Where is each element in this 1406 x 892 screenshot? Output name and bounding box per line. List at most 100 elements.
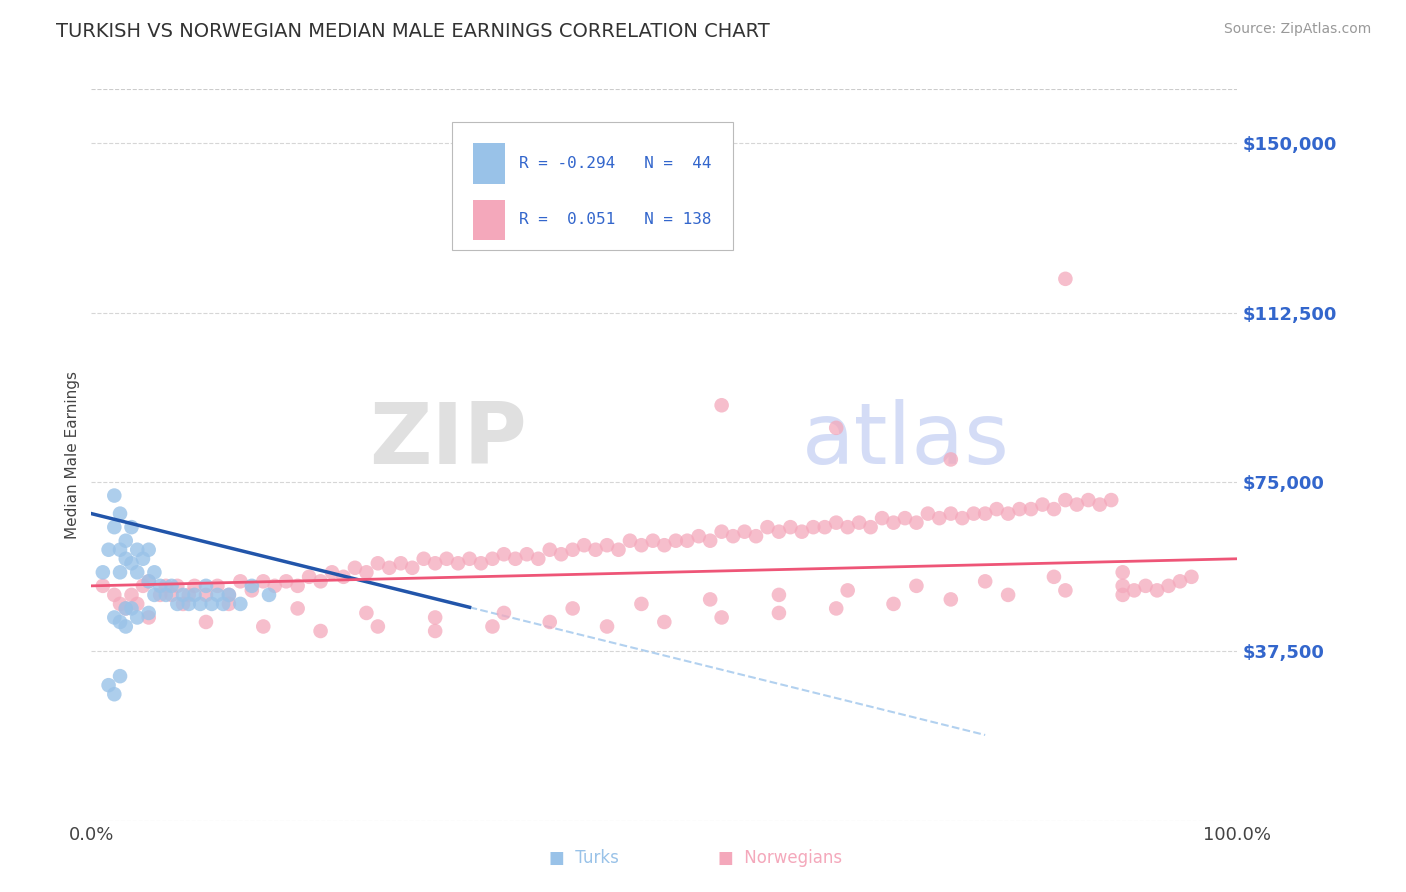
Point [848,516,870,530]
Point [1135,579,1157,593]
Point [447,556,470,570]
Point [630,597,652,611]
Point [149,588,172,602]
Text: ZIP: ZIP [370,399,527,482]
Point [963,507,986,521]
Point [814,520,837,534]
Point [127,542,149,557]
Point [905,516,928,530]
Point [188,597,211,611]
Point [207,588,229,602]
Point [939,452,962,467]
Point [756,520,779,534]
Point [917,507,939,521]
Point [1168,574,1191,589]
Point [240,579,263,593]
Point [97,678,120,692]
Point [745,529,768,543]
Point [481,551,503,566]
Point [166,579,188,593]
Point [710,524,733,539]
Point [1088,498,1111,512]
Point [121,588,143,602]
Point [837,520,859,534]
Point [641,533,664,548]
Text: Source: ZipAtlas.com: Source: ZipAtlas.com [1223,22,1371,37]
Point [194,588,217,602]
Point [108,542,131,557]
Point [986,502,1008,516]
Point [1054,272,1077,286]
Point [103,588,125,602]
Point [652,538,675,552]
Text: atlas: atlas [801,399,1010,482]
Point [201,597,224,611]
Point [1066,498,1088,512]
Point [356,606,378,620]
Point [114,601,136,615]
Point [492,606,515,620]
Point [276,574,298,589]
Point [155,588,177,602]
Point [287,601,309,615]
Point [218,597,240,611]
Point [768,588,790,602]
Point [894,511,917,525]
Point [149,579,172,593]
Text: R =  0.051   N = 138: R = 0.051 N = 138 [519,212,711,227]
Text: ■  Turks: ■ Turks [548,849,619,867]
Point [252,619,274,633]
Point [561,542,583,557]
Point [596,538,619,552]
Point [321,566,343,580]
Point [527,551,550,566]
Point [177,597,200,611]
Point [287,579,309,593]
Point [882,597,904,611]
Point [103,489,125,503]
Point [882,516,904,530]
Point [309,574,332,589]
Point [172,597,194,611]
Point [458,551,481,566]
Point [516,547,538,561]
Point [1157,579,1180,593]
Point [905,579,928,593]
Point [229,597,252,611]
Point [665,533,688,548]
Point [263,579,285,593]
Point [928,511,950,525]
Point [114,551,136,566]
Point [103,687,125,701]
Point [194,579,217,593]
Point [1111,566,1133,580]
Point [103,520,125,534]
Point [138,574,160,589]
Text: R = -0.294   N =  44: R = -0.294 N = 44 [519,156,711,171]
Point [859,520,882,534]
Point [91,579,114,593]
Point [423,556,446,570]
Point [1077,493,1099,508]
Point [768,524,790,539]
Point [630,538,652,552]
Point [127,610,149,624]
Point [1031,498,1053,512]
Point [561,601,583,615]
Point [538,615,561,629]
Point [721,529,744,543]
Point [585,542,607,557]
Point [939,592,962,607]
Point [596,619,619,633]
Point [1123,583,1146,598]
Point [138,610,160,624]
Point [218,588,240,602]
Point [91,566,114,580]
Point [710,398,733,412]
Point [229,574,252,589]
Point [160,588,183,602]
Point [172,588,194,602]
Point [138,542,160,557]
Point [734,524,756,539]
Point [257,588,280,602]
